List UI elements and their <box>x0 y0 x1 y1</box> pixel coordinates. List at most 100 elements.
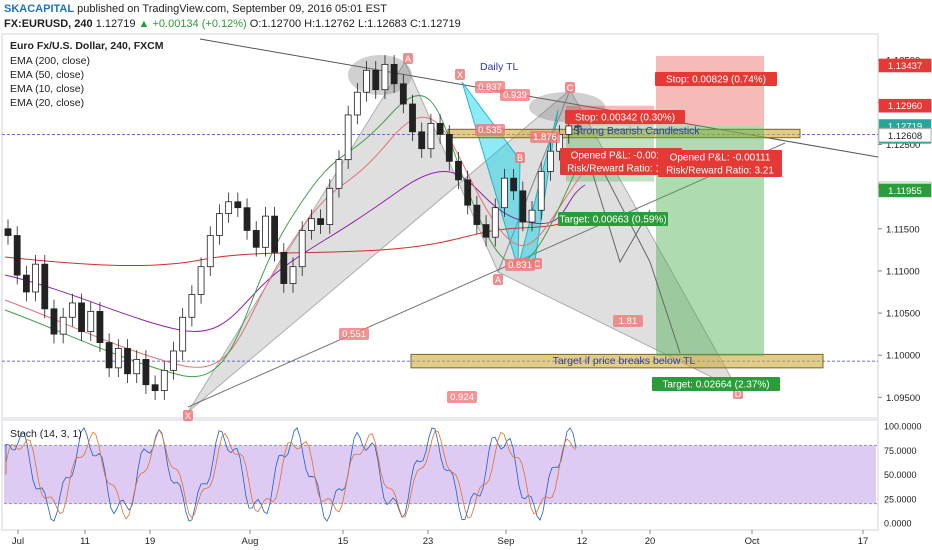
publish-header: SKACAPITAL published on TradingView.com,… <box>4 3 387 15</box>
legend-ema10[interactable]: EMA (10, close) <box>10 83 85 95</box>
ratio-label: 1.81 <box>619 316 638 327</box>
x-tick-label: 12 <box>577 536 588 547</box>
position-1-target-label: Target: 0.00663 (0.59%) <box>559 215 666 226</box>
position-2-pl-label: Opened P&L: -0.00111 <box>670 153 771 164</box>
candle-body <box>409 103 416 133</box>
ratio-badge <box>530 131 560 143</box>
candle-body <box>41 263 49 310</box>
candle-body <box>363 69 370 93</box>
harmonic-point-label: A <box>405 54 411 64</box>
stoch-label[interactable]: Stoch (14, 3, 1) <box>10 428 82 440</box>
candle-body <box>372 69 380 91</box>
candle-body <box>32 263 39 293</box>
legend-ema50[interactable]: EMA (50, close) <box>10 69 85 81</box>
ratio-badge <box>475 124 505 136</box>
ratio-badge <box>475 81 505 93</box>
y-tick-label: 1.11000 <box>886 266 920 277</box>
price-marker <box>878 183 932 198</box>
candle-body <box>280 251 288 284</box>
candle-body <box>22 274 30 293</box>
annotation-text: Strong Bearish Candlestick <box>573 125 700 137</box>
stoch-y-tick-label: 0.0000 <box>884 519 912 529</box>
x-tick-label: 17 <box>858 536 869 547</box>
candle-body <box>234 201 242 209</box>
candle-body <box>151 384 159 392</box>
y-tick-label: 1.11500 <box>886 224 920 235</box>
harmonic-point-label: X <box>185 411 191 421</box>
candle-body <box>491 207 499 238</box>
ratio-label: 0.535 <box>478 125 502 136</box>
ratio-label: 0.924 <box>450 392 474 403</box>
candle-body <box>565 125 573 135</box>
symbol-label: FX:EURUSD, 240 <box>4 18 93 30</box>
position-2-target-label-box <box>652 377 780 391</box>
position-2-rr-label: Risk/Reward Ratio: 3.21 <box>666 166 774 177</box>
harmonic-point-label: A <box>495 275 501 285</box>
harmonic-point-label: B <box>517 153 523 163</box>
stoch-panel-border <box>1 419 879 531</box>
projection-path-2 <box>599 164 681 354</box>
candle-body <box>13 235 21 276</box>
stoch-y-tick-label: 50.0000 <box>884 470 917 480</box>
price-marker <box>878 98 932 113</box>
candle-body <box>353 91 361 116</box>
candle-body <box>188 294 196 318</box>
candle-body <box>510 177 518 192</box>
candle-body <box>289 266 297 284</box>
price-marker-label: 1.12719 <box>888 122 922 133</box>
chart-area[interactable]: 1.135001.130001.125001.120001.115001.110… <box>0 32 932 550</box>
candle-body <box>59 316 67 335</box>
candle-body <box>464 179 472 206</box>
candle-body <box>160 369 168 392</box>
ratio-label: 1.876 <box>533 132 557 143</box>
candle-body <box>142 359 150 386</box>
harmonic-point-badge <box>515 152 525 163</box>
stoch-k-line <box>5 427 577 522</box>
position-1-rr-label-box <box>560 161 682 175</box>
publish-info: published on TradingView.com, September … <box>77 3 387 15</box>
target-zone <box>410 353 824 369</box>
ratio-label: 0.551 <box>342 329 366 340</box>
position-1-target-label-box <box>558 212 668 226</box>
candle-body <box>501 177 508 209</box>
candle-body <box>105 342 113 369</box>
chart-legend-title: Euro Fx/U.S. Dollar, 240, FXCM <box>10 40 164 52</box>
price-marker-label: 1.11955 <box>888 186 922 197</box>
candle-body <box>436 122 444 135</box>
candle-body <box>262 215 269 248</box>
stoch-d-line <box>5 429 577 520</box>
harmonic-point-badge <box>403 53 413 64</box>
legend-ema200[interactable]: EMA (200, close) <box>10 55 90 67</box>
ratio-badge <box>447 391 477 403</box>
harmonic-point-label: C <box>567 83 574 93</box>
x-tick-label: 11 <box>80 536 90 547</box>
position-1-pl-label: Opened P&L: -0.00111 <box>571 151 672 162</box>
candle-body <box>574 125 582 128</box>
price-marker-label: 1.12608 <box>888 131 922 142</box>
author-name[interactable]: SKACAPITAL <box>4 3 75 15</box>
harmonic-point-label: X <box>457 70 463 80</box>
candle-body <box>114 348 122 369</box>
price-marker <box>878 128 932 143</box>
price-marker <box>878 58 932 73</box>
annotation-text: Target if price breaks below TL <box>553 355 696 367</box>
harmonic-pattern-1-right <box>497 88 740 392</box>
ratio-badge <box>339 328 369 340</box>
x-tick-label: Aug <box>242 536 259 547</box>
x-tick-label: 20 <box>645 536 656 547</box>
legend-ema20[interactable]: EMA (20, close) <box>10 97 85 109</box>
resistance-support-zone <box>447 128 801 139</box>
candle-body <box>124 348 131 375</box>
candle-body <box>68 302 76 318</box>
candle-body <box>197 266 205 295</box>
symbol-header: FX:EURUSD, 240 1.12719 ▲ +0.00134 (+0.12… <box>4 18 461 30</box>
candle-body <box>225 201 233 214</box>
harmonic-point-label: C <box>534 259 541 269</box>
candle-body <box>252 230 260 248</box>
position-2-stop-label-box <box>655 72 777 86</box>
price-marker-label: 1.13437 <box>888 61 922 72</box>
ema200-line <box>4 214 581 267</box>
candle-body <box>344 114 352 161</box>
harmonic-point-badge <box>493 274 503 285</box>
candle-body <box>547 150 554 172</box>
